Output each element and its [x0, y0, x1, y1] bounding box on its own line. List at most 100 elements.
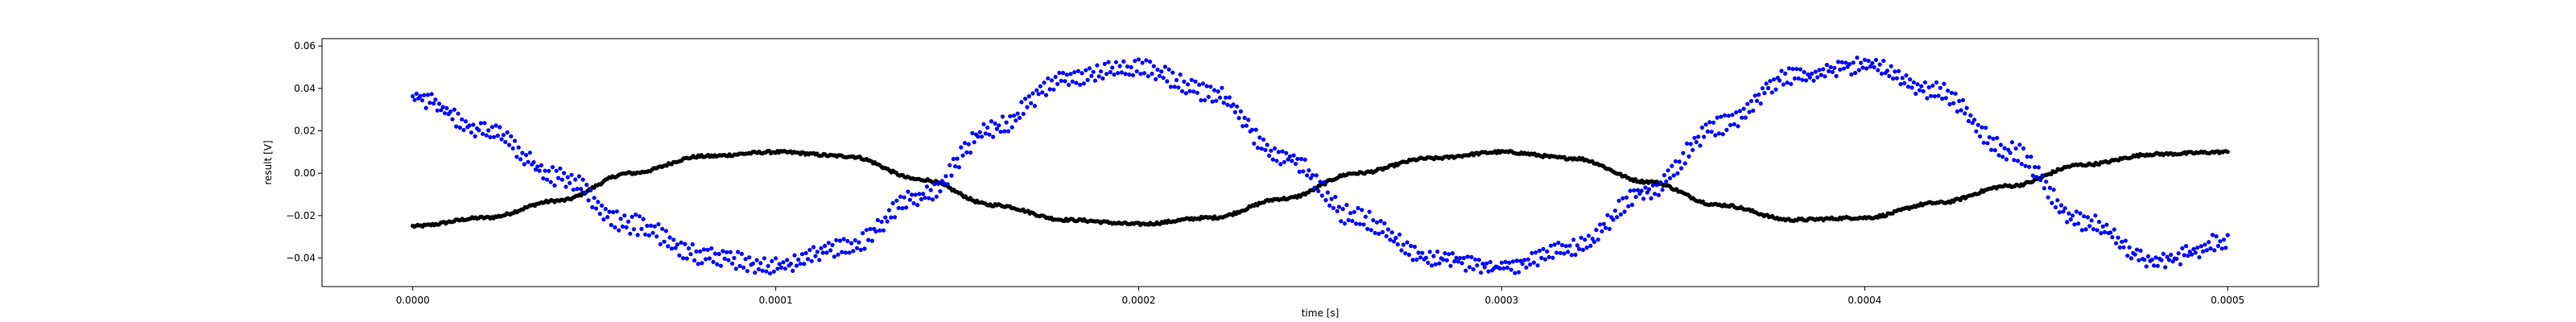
data-point: [1155, 67, 1160, 72]
data-point: [1908, 77, 1913, 82]
data-point: [722, 256, 727, 261]
data-point: [1866, 58, 1871, 64]
data-point: [1960, 97, 1966, 102]
data-point: [1824, 63, 1829, 68]
data-point: [1514, 258, 1519, 263]
data-point: [1583, 237, 1587, 242]
data-point: [620, 224, 625, 229]
data-point: [506, 142, 512, 147]
data-point: [1435, 250, 1440, 254]
data-point: [544, 177, 550, 182]
data-point: [1598, 222, 1603, 227]
data-point: [512, 138, 518, 143]
data-point: [1053, 74, 1058, 80]
data-point: [1252, 141, 1257, 146]
data-point: [1469, 254, 1474, 259]
data-point: [1709, 130, 1714, 134]
data-point: [1734, 110, 1739, 115]
data-point: [782, 266, 788, 271]
data-point: [2193, 250, 2198, 255]
data-point: [559, 177, 564, 182]
data-point: [904, 205, 909, 210]
data-point: [1915, 82, 1920, 87]
data-point: [569, 172, 574, 177]
data-point: [1322, 180, 1327, 185]
data-point: [1741, 106, 1746, 111]
data-point: [1385, 227, 1391, 232]
data-point: [1348, 211, 1353, 216]
data-point: [1493, 264, 1498, 269]
data-point: [2182, 253, 2186, 258]
data-point: [1368, 228, 1373, 233]
data-point: [1162, 64, 1167, 69]
data-point: [1902, 80, 1907, 85]
data-point: [1302, 157, 1307, 162]
data-point: [2159, 258, 2164, 262]
data-point: [1214, 98, 1219, 103]
data-point: [997, 123, 1001, 128]
data-point: [2169, 252, 2174, 258]
data-point: [1921, 89, 1926, 93]
data-point: [1690, 147, 1695, 152]
data-point: [1647, 187, 1652, 192]
data-point: [1244, 123, 1249, 128]
data-point: [1728, 122, 1733, 127]
data-point: [1618, 212, 1623, 217]
data-point: [1996, 153, 2001, 158]
data-point: [760, 268, 765, 273]
data-point: [1949, 90, 1954, 95]
data-point: [1336, 204, 1342, 209]
data-point: [484, 133, 489, 138]
data-point: [851, 249, 856, 254]
data-point: [1274, 159, 1279, 163]
data-point: [1029, 101, 1034, 105]
data-point: [1119, 70, 1124, 75]
data-point: [1919, 84, 1924, 89]
data-point: [2059, 203, 2064, 208]
data-point: [1286, 157, 1290, 162]
data-point: [1305, 173, 1310, 178]
x-tick-label: 0.0002: [1122, 295, 1156, 306]
data-point: [1208, 85, 1213, 89]
data-point: [611, 209, 616, 215]
data-point: [1129, 64, 1133, 70]
data-point: [411, 93, 415, 99]
data-point: [575, 187, 580, 192]
data-point: [1567, 243, 1572, 248]
data-point: [1664, 179, 1669, 184]
data-point: [582, 190, 588, 195]
data-point: [911, 200, 916, 206]
data-point: [2025, 155, 2029, 159]
data-point: [1217, 95, 1223, 100]
data-point: [1307, 168, 1311, 173]
x-tick-label: 0.0003: [1484, 295, 1518, 306]
data-point: [1393, 235, 1398, 241]
data-point: [1645, 190, 1649, 195]
data-point: [1685, 141, 1690, 146]
data-point: [2099, 231, 2103, 236]
data-point: [1501, 266, 1506, 270]
data-point: [2038, 178, 2043, 183]
data-point: [1798, 67, 1803, 72]
data-point: [1745, 101, 1750, 106]
data-point: [694, 249, 699, 254]
data-point: [983, 131, 988, 136]
data-point: [1335, 208, 1340, 213]
data-point: [1051, 87, 1056, 92]
data-point: [679, 240, 683, 245]
data-point: [1985, 141, 1990, 146]
data-point: [1682, 161, 1687, 166]
data-point: [450, 117, 455, 122]
data-point: [966, 142, 971, 147]
data-point: [1628, 188, 1633, 193]
data-point: [2225, 233, 2230, 237]
data-point: [1081, 81, 1086, 86]
data-point: [1530, 250, 1534, 255]
data-point: [1437, 261, 1442, 266]
data-point: [1340, 207, 1345, 212]
data-point: [505, 130, 510, 135]
data-point: [1333, 195, 1338, 200]
data-point: [1558, 250, 1563, 255]
data-point: [1104, 72, 1109, 76]
data-point: [857, 240, 861, 245]
